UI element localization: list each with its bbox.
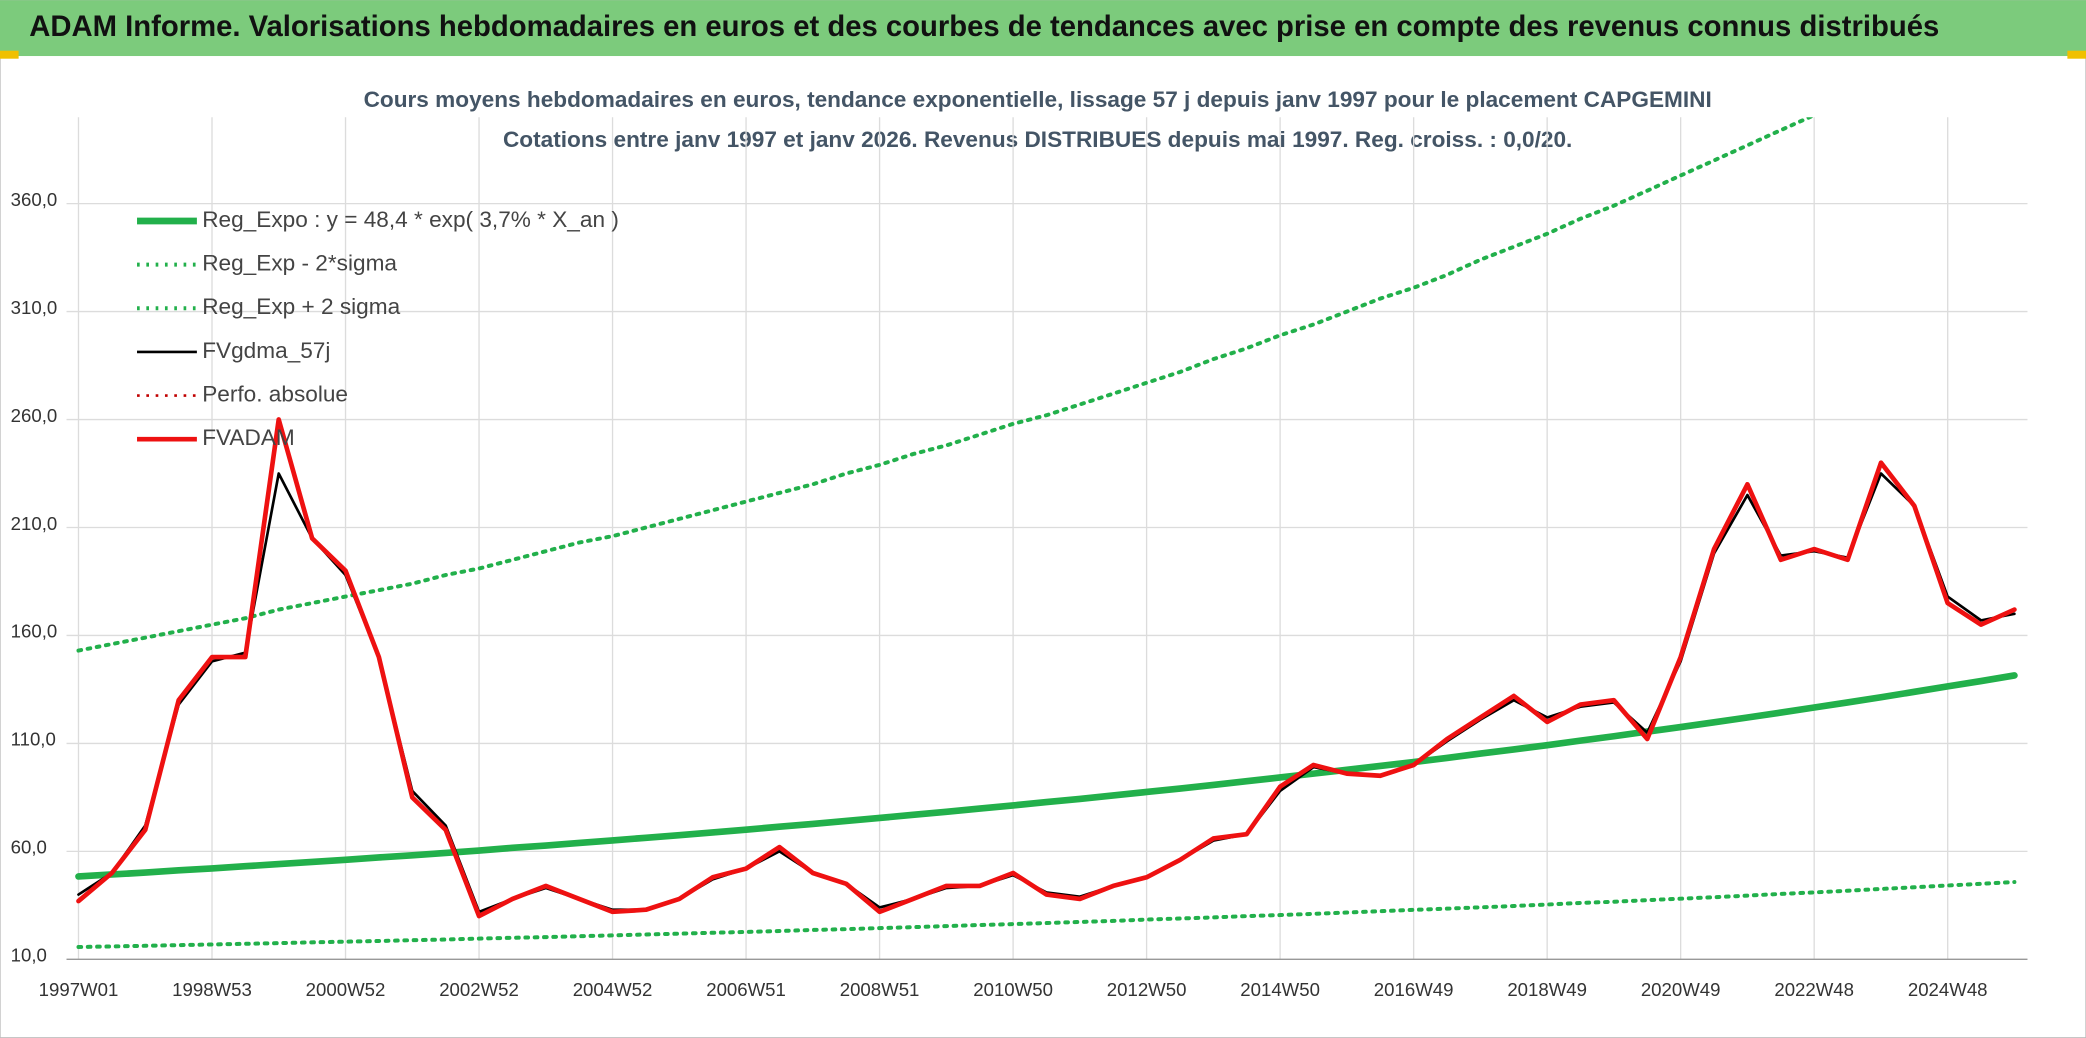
legend-label: Reg_Exp - 2*sigma — [202, 251, 397, 276]
series-line — [76, 117, 1815, 653]
legend-label: Perfo. absolue — [202, 382, 348, 407]
corner — [2067, 50, 2086, 59]
y-tick-label: 310,0 — [11, 297, 58, 318]
x-tick-label: 2006W51 — [706, 979, 786, 1000]
chart-subtitle: Cotations entre janv 1997 et janv 2026. … — [503, 127, 1572, 152]
header-title: ADAM Informe. Valorisations hebdomadaire… — [29, 11, 1939, 43]
x-tick-label: 2004W52 — [573, 979, 653, 1000]
y-tick-label: 260,0 — [11, 405, 58, 426]
x-tick-label: 2022W48 — [1774, 979, 1854, 1000]
x-tick-label: 2012W50 — [1107, 979, 1187, 1000]
x-tick-label: 2018W49 — [1507, 979, 1587, 1000]
x-tick-label: 2020W49 — [1641, 979, 1721, 1000]
y-tick-label: 210,0 — [11, 513, 58, 534]
legend-label: FVADAM — [202, 425, 295, 450]
y-tick-label: 110,0 — [11, 729, 56, 750]
x-tick-label: 2008W51 — [840, 979, 920, 1000]
y-tick-label: 10,0 — [11, 945, 47, 966]
header-bar — [0, 0, 2086, 57]
series-line — [75, 672, 2018, 880]
plot-lines — [75, 117, 2018, 949]
y-tick-label: 160,0 — [11, 621, 58, 642]
x-tick-label: 2000W52 — [306, 979, 386, 1000]
x-tick-label: 2014W50 — [1240, 979, 1320, 1000]
chart-title: Cours moyens hebdomadaires en euros, ten… — [364, 87, 1712, 112]
x-tick-label: 1997W01 — [39, 979, 119, 1000]
x-tick-label: 2024W48 — [1908, 979, 1988, 1000]
x-tick-label: 1998W53 — [172, 979, 252, 1000]
y-tick-label: 60,0 — [11, 837, 47, 858]
corner — [0, 50, 19, 59]
series-line — [76, 417, 2017, 919]
y-tick-label: 360,0 — [11, 189, 58, 210]
x-tick-label: 2002W52 — [439, 979, 519, 1000]
series-line — [76, 880, 2017, 949]
legend-label: Reg_Expo : y = 48,4 * exp( 3,7% * X_an ) — [202, 207, 619, 232]
x-tick-label: 2010W50 — [973, 979, 1053, 1000]
legend-label: Reg_Exp + 2 sigma — [202, 294, 400, 319]
legend-label: FVgdma_57j — [202, 338, 330, 363]
x-tick-label: 2016W49 — [1374, 979, 1454, 1000]
